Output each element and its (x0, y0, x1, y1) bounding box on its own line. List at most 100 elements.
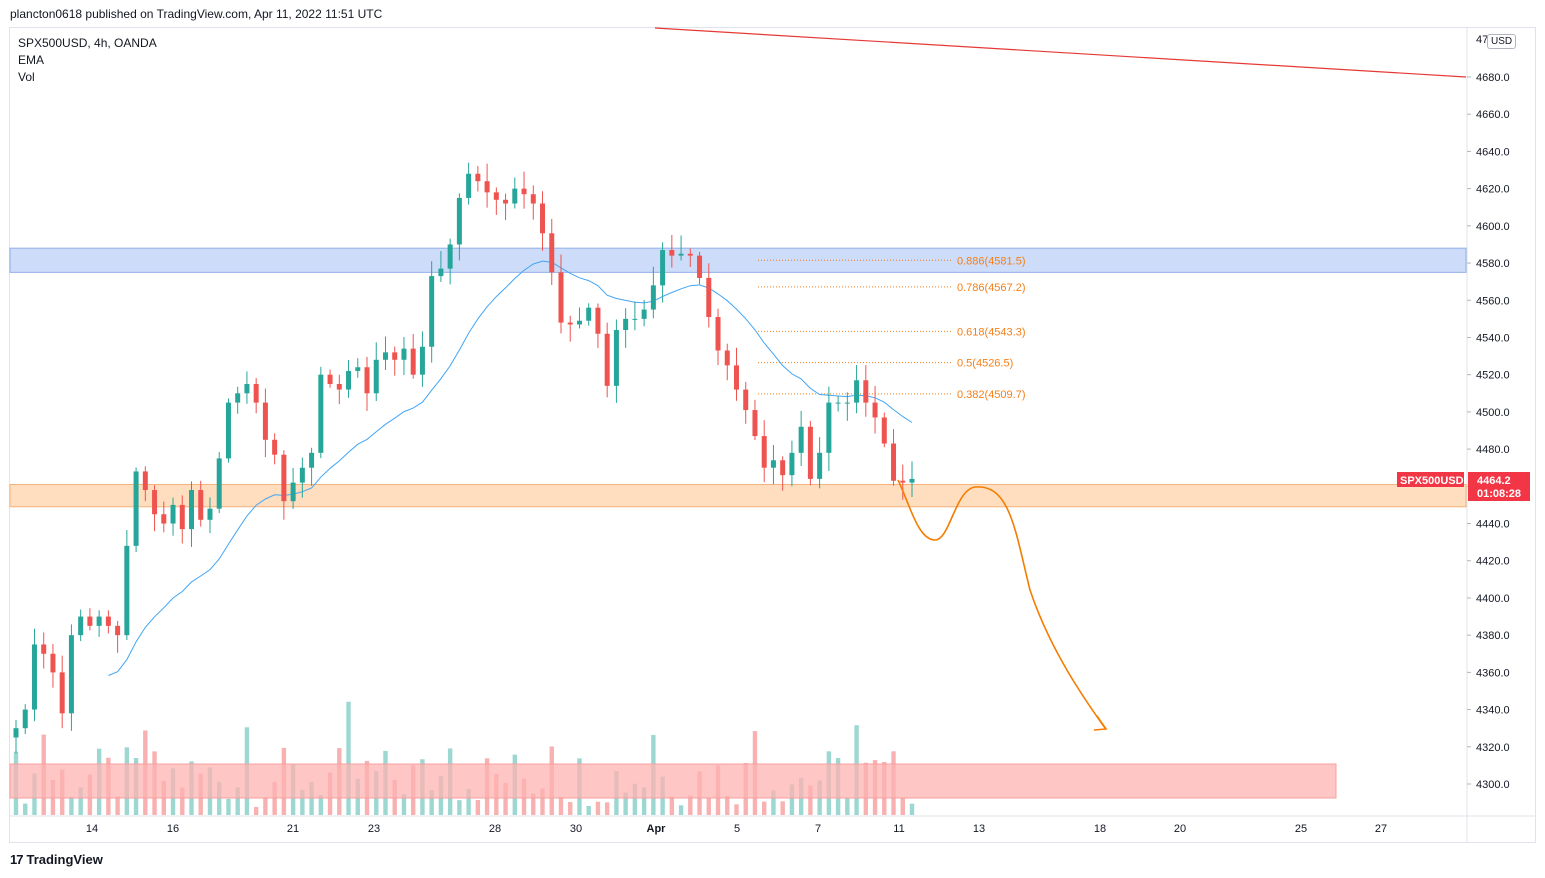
candle (438, 251, 444, 282)
candle (216, 452, 222, 514)
price-tick-label: 4580.0 (1476, 258, 1510, 270)
candle (466, 162, 472, 205)
candle (891, 429, 897, 486)
candle (530, 185, 536, 220)
candle (826, 386, 832, 472)
candle-body (586, 307, 592, 321)
candle (22, 704, 28, 735)
candle-body (900, 480, 906, 483)
candle (392, 346, 398, 376)
candle-body (318, 374, 324, 453)
candle-body (835, 402, 841, 404)
volume-bar (595, 801, 601, 815)
candle (761, 420, 767, 483)
candle-body (687, 253, 693, 256)
candle (309, 447, 315, 486)
candle-body (309, 452, 315, 468)
time-tick-label: 18 (1094, 823, 1106, 835)
price-tick-label: 4560.0 (1476, 295, 1510, 307)
candle-body (290, 482, 296, 502)
symbol-info[interactable]: SPX500USD, 4h, OANDA (18, 36, 157, 50)
current-price-badge (1468, 472, 1530, 501)
candle-body (512, 188, 518, 204)
candle-body (105, 616, 111, 626)
price-tick-label: 4420.0 (1476, 556, 1510, 568)
candle (124, 530, 130, 641)
candle (733, 347, 739, 401)
fib-level-label: 0.618(4543.3) (957, 326, 1026, 338)
candle (50, 644, 56, 688)
candle (447, 238, 453, 285)
candle (854, 365, 860, 414)
candle (807, 420, 813, 486)
fib-level-label: 0.886(4581.5) (957, 255, 1026, 267)
candle (623, 308, 629, 348)
candle (142, 466, 148, 502)
volume-indicator-label[interactable]: Vol (18, 70, 35, 84)
candle-body (189, 490, 195, 530)
candle-body (262, 402, 268, 440)
support-zone (9, 483, 1467, 508)
candle (281, 450, 287, 520)
time-tick-label: 23 (368, 823, 380, 835)
price-tick-label: 4400.0 (1476, 593, 1510, 605)
time-tick-label: 11 (893, 823, 904, 835)
currency-button[interactable]: USD (1487, 34, 1517, 49)
candle-body (891, 443, 897, 481)
candle (595, 303, 601, 349)
time-tick-label: 7 (815, 823, 821, 835)
candle-body (235, 393, 241, 403)
candle (235, 386, 241, 414)
candle-body (604, 333, 610, 386)
volume-bar (688, 795, 693, 815)
candle (355, 358, 361, 378)
candle (429, 261, 435, 363)
candle-body (401, 348, 407, 360)
candle (678, 235, 684, 261)
price-tick-label: 4540.0 (1476, 332, 1510, 344)
candle (558, 254, 564, 334)
candle-body (198, 490, 204, 520)
candle (96, 610, 102, 637)
chart-frame (9, 27, 1536, 843)
volume-bar (641, 787, 647, 815)
candle-body (678, 253, 684, 256)
volume-bar (226, 798, 231, 815)
ema-indicator-label[interactable]: EMA (18, 53, 45, 67)
price-tick-label: 4320.0 (1476, 742, 1510, 754)
volume-bar (235, 787, 240, 815)
candle (549, 218, 555, 286)
candle-body (124, 545, 130, 636)
candle (419, 331, 425, 387)
candle-body (336, 383, 342, 390)
candle-body (706, 277, 712, 318)
candle (244, 371, 250, 404)
volume-bar (909, 803, 915, 815)
candle-body (613, 330, 619, 386)
candle (59, 655, 65, 729)
candle (198, 480, 204, 527)
candle-body (466, 173, 472, 198)
candle (105, 610, 111, 634)
candle (115, 620, 121, 653)
fib-level-label: 0.786(4567.2) (957, 282, 1026, 294)
time-tick-label: 13 (973, 823, 985, 835)
tradingview-footer[interactable]: 17 TradingView (10, 852, 103, 867)
candle-body (272, 439, 278, 455)
candle-body (632, 318, 638, 320)
candle-body (87, 616, 93, 626)
volume-bar (734, 804, 739, 815)
candle (87, 608, 93, 631)
candle (650, 266, 656, 319)
volume-bar (780, 801, 785, 815)
candle (13, 719, 19, 754)
volume-bar (180, 787, 185, 815)
candle (189, 481, 195, 547)
candle-body (170, 504, 176, 524)
candle (401, 337, 407, 376)
volume-bar (69, 797, 74, 815)
price-tick-label: 4380.0 (1476, 630, 1510, 642)
price-tick-label: 4500.0 (1476, 407, 1510, 419)
candle-body (567, 322, 573, 325)
